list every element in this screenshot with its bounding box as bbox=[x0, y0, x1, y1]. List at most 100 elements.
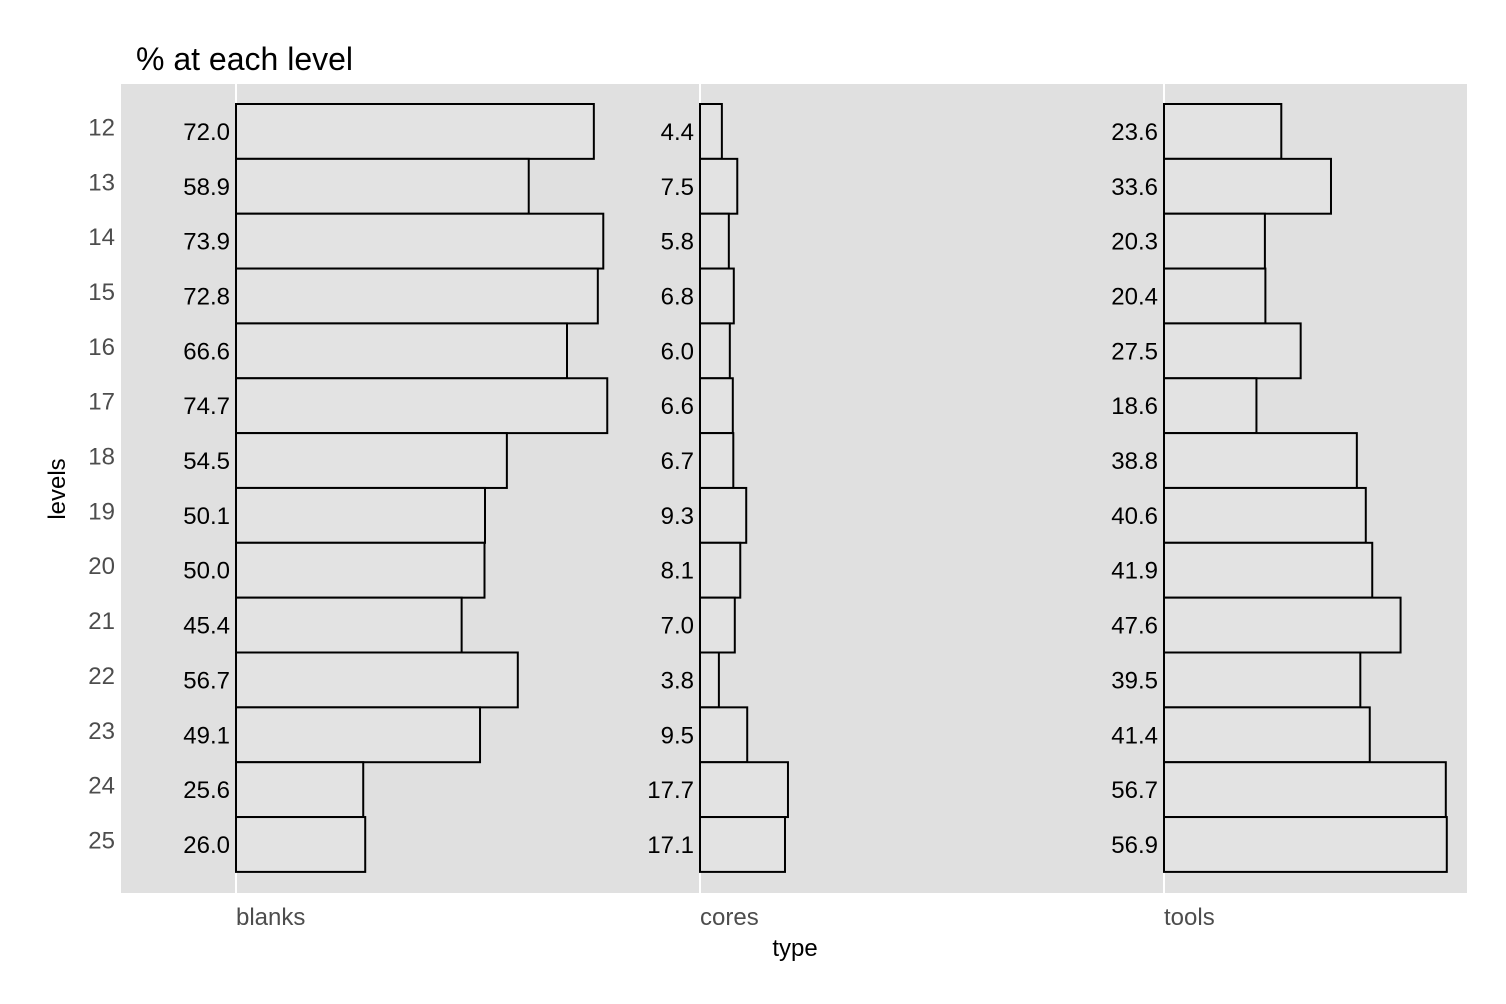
bar-blanks-12 bbox=[235, 103, 595, 160]
bar-blanks-15 bbox=[235, 267, 599, 325]
bar-blanks-14 bbox=[235, 212, 605, 270]
bar-tools-22 bbox=[1163, 651, 1362, 709]
value-label-blanks-22: 56.7 bbox=[183, 667, 230, 694]
bar-tools-23 bbox=[1163, 706, 1371, 764]
value-label-tools-15: 20.4 bbox=[1111, 283, 1158, 310]
y-tick-label-21: 21 bbox=[88, 608, 115, 635]
bars bbox=[235, 103, 1448, 873]
value-label-blanks-16: 66.6 bbox=[183, 338, 230, 365]
value-label-cores-20: 8.1 bbox=[661, 558, 694, 585]
y-tick-label-15: 15 bbox=[88, 279, 115, 306]
x-tick-label-cores: cores bbox=[700, 904, 759, 931]
bar-cores-18 bbox=[699, 432, 735, 489]
x-tick-label-tools: tools bbox=[1164, 904, 1215, 931]
value-label-tools-17: 18.6 bbox=[1111, 393, 1158, 420]
value-label-cores-14: 5.8 bbox=[661, 229, 694, 256]
y-tick-label-24: 24 bbox=[88, 773, 115, 800]
bar-blanks-13 bbox=[235, 157, 530, 215]
y-tick-label-25: 25 bbox=[88, 827, 115, 854]
bar-cores-23 bbox=[699, 706, 749, 764]
bar-cores-12 bbox=[699, 103, 723, 160]
bar-tools-14 bbox=[1163, 212, 1266, 270]
bar-cores-22 bbox=[699, 651, 720, 709]
bar-blanks-17 bbox=[235, 377, 609, 435]
y-axis-title: levels bbox=[44, 458, 71, 519]
value-label-cores-23: 9.5 bbox=[661, 722, 694, 749]
bar-tools-25 bbox=[1163, 816, 1448, 873]
value-label-blanks-20: 50.0 bbox=[183, 558, 230, 585]
value-label-tools-16: 27.5 bbox=[1111, 338, 1158, 365]
bar-blanks-24 bbox=[235, 761, 365, 819]
bar-cores-14 bbox=[699, 212, 730, 270]
bar-cores-15 bbox=[699, 267, 735, 325]
value-label-tools-20: 41.9 bbox=[1111, 558, 1158, 585]
value-label-cores-16: 6.0 bbox=[661, 338, 694, 365]
value-label-cores-19: 9.3 bbox=[661, 503, 694, 530]
bar-blanks-22 bbox=[235, 651, 519, 709]
bar-cores-17 bbox=[699, 377, 734, 435]
value-label-blanks-17: 74.7 bbox=[183, 393, 230, 420]
bar-tools-19 bbox=[1163, 486, 1367, 544]
value-label-tools-22: 39.5 bbox=[1111, 667, 1158, 694]
bar-cores-24 bbox=[699, 761, 789, 819]
bar-tools-24 bbox=[1163, 761, 1447, 819]
value-label-cores-25: 17.1 bbox=[647, 832, 694, 859]
value-label-blanks-15: 72.8 bbox=[183, 283, 230, 310]
y-tick-label-12: 12 bbox=[88, 114, 115, 141]
bar-cores-20 bbox=[699, 541, 742, 599]
bar-blanks-21 bbox=[235, 596, 463, 654]
y-tick-label-13: 13 bbox=[88, 169, 115, 196]
value-label-tools-13: 33.6 bbox=[1111, 174, 1158, 201]
bar-blanks-19 bbox=[235, 486, 486, 544]
y-tick-label-18: 18 bbox=[88, 444, 115, 471]
bar-blanks-25 bbox=[235, 816, 367, 873]
value-label-cores-13: 7.5 bbox=[661, 174, 694, 201]
y-tick-label-22: 22 bbox=[88, 663, 115, 690]
value-label-cores-22: 3.8 bbox=[661, 667, 694, 694]
value-label-cores-17: 6.6 bbox=[661, 393, 694, 420]
value-label-tools-19: 40.6 bbox=[1111, 503, 1158, 530]
y-tick-label-19: 19 bbox=[88, 498, 115, 525]
y-tick-label-16: 16 bbox=[88, 334, 115, 361]
value-label-cores-18: 6.7 bbox=[661, 448, 694, 475]
value-label-cores-21: 7.0 bbox=[661, 613, 694, 640]
bar-cores-16 bbox=[699, 322, 731, 380]
value-label-blanks-23: 49.1 bbox=[183, 722, 230, 749]
bar-tools-17 bbox=[1163, 377, 1258, 435]
value-label-tools-23: 41.4 bbox=[1111, 722, 1158, 749]
bar-cores-19 bbox=[699, 486, 748, 544]
y-tick-label-20: 20 bbox=[88, 553, 115, 580]
bar-cores-13 bbox=[699, 157, 739, 215]
bar-tools-16 bbox=[1163, 322, 1302, 380]
bar-tools-20 bbox=[1163, 541, 1374, 599]
y-tick-label-14: 14 bbox=[88, 224, 115, 251]
value-label-blanks-12: 72.0 bbox=[183, 119, 230, 146]
value-label-blanks-13: 58.9 bbox=[183, 174, 230, 201]
bar-tools-18 bbox=[1163, 432, 1358, 489]
value-label-tools-24: 56.7 bbox=[1111, 777, 1158, 804]
bar-tools-21 bbox=[1163, 596, 1402, 654]
bar-cores-21 bbox=[699, 596, 736, 654]
value-label-cores-24: 17.7 bbox=[647, 777, 694, 804]
bar-blanks-18 bbox=[235, 432, 508, 489]
value-label-blanks-14: 73.9 bbox=[183, 229, 230, 256]
value-label-blanks-18: 54.5 bbox=[183, 448, 230, 475]
value-label-blanks-19: 50.1 bbox=[183, 503, 230, 530]
x-axis-ticks: blanks cores tools bbox=[236, 904, 1215, 931]
value-label-tools-25: 56.9 bbox=[1111, 832, 1158, 859]
value-label-tools-12: 23.6 bbox=[1111, 119, 1158, 146]
value-label-tools-14: 20.3 bbox=[1111, 229, 1158, 256]
value-labels: 72.0 58.9 73.9 72.8 66.6 74.7 54.5 50.1 50.0 45.4… bbox=[183, 119, 1158, 859]
value-label-tools-18: 38.8 bbox=[1111, 448, 1158, 475]
chart-title: % at each level bbox=[136, 41, 353, 77]
value-label-cores-12: 4.4 bbox=[661, 119, 694, 146]
bar-cores-25 bbox=[699, 816, 786, 873]
bar-blanks-23 bbox=[235, 706, 482, 764]
value-label-tools-21: 47.6 bbox=[1111, 613, 1158, 640]
bar-tools-13 bbox=[1163, 157, 1332, 215]
x-axis-title: type bbox=[772, 935, 817, 962]
y-axis-ticks: 12 13 14 15 16 17 18 19 20 21 22 23 24 25 bbox=[88, 114, 115, 854]
value-label-blanks-21: 45.4 bbox=[183, 613, 230, 640]
bar-blanks-20 bbox=[235, 541, 486, 599]
